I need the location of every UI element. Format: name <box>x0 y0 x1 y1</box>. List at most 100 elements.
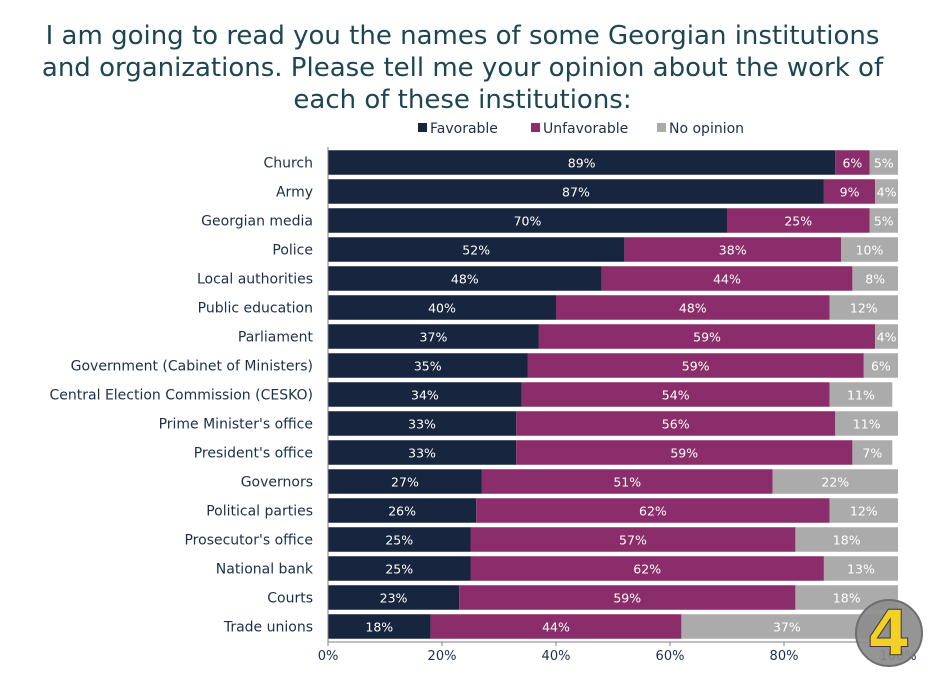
x-axis: 0%20%40%60%80%100% <box>318 147 917 664</box>
bar-segment-favorable <box>328 208 727 233</box>
data-label-no-opinion: 13% <box>847 562 875 577</box>
bar-segment-no-opinion <box>869 150 898 175</box>
bar-row: President's office 33% 59% 7% <box>194 440 893 465</box>
data-label-favorable: 37% <box>420 330 448 345</box>
bar-segment-unfavorable <box>459 585 796 610</box>
bar-segment-favorable <box>328 498 477 523</box>
data-label-no-opinion: 6% <box>871 359 891 374</box>
bar-row: Church 89% 6% 5% <box>263 150 898 175</box>
legend-swatch-no-opinion <box>657 123 666 132</box>
bar-segment-unfavorable <box>727 208 870 233</box>
category-label: Political parties <box>206 504 313 520</box>
category-label: Courts <box>267 591 313 607</box>
bar-segment-favorable <box>328 556 471 581</box>
category-label: Georgian media <box>201 214 313 230</box>
logo: 4 <box>855 597 923 671</box>
data-label-no-opinion: 11% <box>847 388 875 403</box>
x-tick-label: 20% <box>428 649 457 664</box>
bar-row: Governors 27% 51% 22% <box>241 469 898 494</box>
category-label: Church <box>263 156 313 172</box>
bar-row: Central Election Commission (CESKO) 34% 54… <box>50 382 893 407</box>
data-label-no-opinion: 12% <box>850 504 878 519</box>
data-label-favorable: 34% <box>411 388 439 403</box>
bar-segment-no-opinion <box>823 556 898 581</box>
data-label-no-opinion: 22% <box>821 475 849 490</box>
logo-circle <box>856 600 922 666</box>
bar-segment-favorable <box>328 237 625 262</box>
data-label-favorable: 23% <box>380 591 408 606</box>
legend-label-favorable: Favorable <box>430 121 498 137</box>
data-label-no-opinion: 11% <box>853 417 881 432</box>
bar-segment-favorable <box>328 295 556 320</box>
bar-segment-no-opinion <box>829 382 893 407</box>
category-label: Government (Cabinet of Ministers) <box>71 359 313 375</box>
bar-segment-favorable <box>328 469 482 494</box>
data-label-no-opinion: 10% <box>856 243 884 258</box>
bar-row: Prime Minister's office 33% 56% 11% <box>159 411 898 436</box>
data-label-unfavorable: 62% <box>639 504 667 519</box>
bar-row: Police 52% 38% 10% <box>272 237 898 262</box>
bar-segment-unfavorable <box>476 498 830 523</box>
logo-ring <box>855 599 923 667</box>
bar-segment-no-opinion <box>875 324 898 349</box>
category-label: Prosecutor's office <box>184 533 313 549</box>
bar-segment-unfavorable <box>516 440 853 465</box>
data-label-no-opinion: 37% <box>773 620 801 635</box>
data-label-favorable: 25% <box>385 562 413 577</box>
bar-segment-unfavorable <box>624 237 841 262</box>
bar-segment-no-opinion <box>863 353 898 378</box>
data-label-favorable: 52% <box>462 243 490 258</box>
category-label: President's office <box>194 446 313 462</box>
data-label-unfavorable: 38% <box>719 243 747 258</box>
data-label-favorable: 26% <box>388 504 416 519</box>
bar-segment-unfavorable <box>470 527 796 552</box>
title-line-3: each of these institutions: <box>293 85 632 115</box>
bar-segment-no-opinion <box>795 527 898 552</box>
bar-row: Georgian media 70% 25% 5% <box>201 208 898 233</box>
bar-segment-favorable <box>328 614 431 639</box>
data-label-unfavorable: 56% <box>662 417 690 432</box>
data-label-unfavorable: 62% <box>633 562 661 577</box>
category-label: Central Election Commission (CESKO) <box>50 388 313 404</box>
data-label-unfavorable: 44% <box>542 620 570 635</box>
data-label-no-opinion: 18% <box>833 591 861 606</box>
data-label-no-opinion: 12% <box>850 301 878 316</box>
data-label-favorable: 87% <box>562 185 590 200</box>
bar-segment-no-opinion <box>835 411 898 436</box>
bar-segment-unfavorable <box>430 614 682 639</box>
data-label-unfavorable: 59% <box>670 446 698 461</box>
bar-segment-favorable <box>328 382 522 407</box>
bar-segment-unfavorable <box>835 150 870 175</box>
bar-segment-no-opinion <box>875 179 898 204</box>
category-label: Parliament <box>238 330 314 346</box>
legend: Favorable Unfavorable No opinion <box>418 121 744 137</box>
legend-label-no-opinion: No opinion <box>669 121 744 137</box>
legend-swatch-favorable <box>418 123 427 132</box>
bar-segment-unfavorable <box>521 382 830 407</box>
bar-row: Local authorities 48% 44% 8% <box>197 266 898 291</box>
bar-row: Courts 23% 59% 18% <box>267 585 898 610</box>
bar-segment-no-opinion <box>841 237 898 262</box>
x-tick-label: 80% <box>770 649 799 664</box>
bar-segment-unfavorable <box>823 179 876 204</box>
bar-segment-unfavorable <box>538 324 876 349</box>
data-label-unfavorable: 59% <box>693 330 721 345</box>
bar-segment-no-opinion <box>829 498 898 523</box>
data-label-favorable: 48% <box>451 272 479 287</box>
bar-segment-unfavorable <box>470 556 824 581</box>
data-label-no-opinion: 5% <box>874 156 894 171</box>
bar-row: Political parties 26% 62% 12% <box>206 498 898 523</box>
chart-title: I am going to read you the names of some… <box>0 20 925 116</box>
bar-segment-no-opinion <box>772 469 898 494</box>
bar-segment-unfavorable <box>481 469 773 494</box>
data-label-no-opinion: 7% <box>862 446 882 461</box>
data-label-favorable: 18% <box>365 620 393 635</box>
x-tick-label: 40% <box>542 649 571 664</box>
bar-segment-favorable <box>328 527 471 552</box>
data-label-favorable: 89% <box>568 156 596 171</box>
data-label-unfavorable: 59% <box>613 591 641 606</box>
bar-row: Trade unions 18% 44% 37% <box>223 614 893 639</box>
bar-segment-unfavorable <box>601 266 853 291</box>
category-label: National bank <box>216 562 314 578</box>
bar-segment-no-opinion <box>852 440 893 465</box>
